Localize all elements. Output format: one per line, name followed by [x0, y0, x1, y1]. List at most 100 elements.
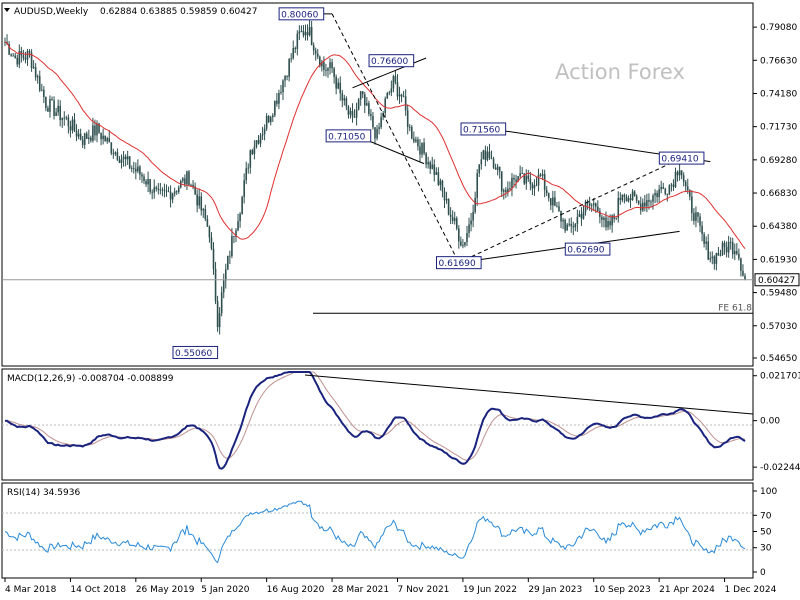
candle-body: [470, 220, 472, 225]
x-tick-label: 28 Mar 2021: [332, 585, 389, 595]
candle-body: [88, 137, 90, 139]
candle-body: [214, 268, 217, 302]
candle-body: [85, 133, 88, 139]
candle-body: [627, 198, 630, 202]
candle-body: [96, 123, 98, 136]
macd-y-tick-label: -0.022445: [760, 463, 800, 473]
candle-body: [114, 152, 117, 154]
candle-body: [34, 67, 37, 78]
candle-body: [177, 187, 180, 192]
candle-body: [515, 179, 517, 182]
candle-body: [243, 180, 245, 197]
price-level-box: [436, 256, 482, 270]
candle-body: [57, 105, 59, 113]
candle-body: [558, 206, 560, 212]
candle-body: [167, 191, 170, 193]
candle-body: [8, 44, 10, 55]
candle-body: [173, 191, 176, 194]
candle-body: [316, 53, 319, 57]
x-tick-label: 5 Jan 2020: [201, 585, 249, 595]
candle-body: [257, 140, 260, 144]
candle-body: [276, 100, 278, 104]
candle-body: [359, 91, 362, 100]
candle-body: [139, 166, 141, 175]
candle-body: [484, 150, 487, 160]
candle-body: [543, 174, 546, 190]
x-tick-label: 16 Aug 2020: [267, 585, 325, 595]
candle-body: [184, 178, 186, 185]
price-y-axis: 0.79080 0.76630 0.74180 0.71730 0.69280 0.668…: [753, 23, 797, 364]
candle-body: [374, 127, 376, 139]
candle-body: [282, 80, 284, 93]
candle-body: [370, 114, 372, 116]
candle-body: [323, 62, 325, 70]
candle-body: [439, 180, 442, 185]
candle-body: [552, 197, 554, 206]
candle-body: [464, 242, 466, 246]
price-y-tick-label: 0.59480: [760, 289, 797, 299]
candle-body: [684, 181, 687, 187]
candle-body: [633, 191, 636, 196]
candle-body: [715, 252, 718, 264]
candle-body: [615, 217, 618, 219]
candle-body: [92, 125, 94, 141]
candle-body: [247, 167, 250, 169]
candle-body: [116, 152, 119, 161]
candle-body: [703, 234, 705, 244]
candle-body: [564, 219, 566, 231]
candle-body: [216, 301, 219, 328]
candle-body: [658, 189, 660, 198]
candle-body: [580, 214, 583, 219]
candle-body: [513, 177, 515, 180]
candle-body: [304, 32, 307, 36]
candle-body: [227, 255, 229, 270]
candle-body: [421, 142, 423, 155]
candle-body: [222, 280, 225, 293]
candle-body: [476, 173, 479, 198]
candle-body: [147, 179, 149, 185]
candle-body: [308, 27, 311, 36]
candle-body: [545, 189, 548, 194]
candle-body: [410, 126, 413, 139]
candle-body: [259, 135, 262, 144]
x-tick-label: 19 Jun 2022: [463, 585, 517, 595]
candle-body: [635, 195, 638, 201]
candle-body: [458, 228, 460, 242]
price-y-tick-label: 0.61930: [760, 255, 797, 265]
candle-body: [292, 48, 295, 59]
candle-body: [325, 69, 327, 71]
candle-body: [341, 93, 344, 101]
candle-body: [220, 292, 223, 314]
candle-body: [10, 54, 12, 56]
candle-body: [14, 55, 17, 58]
candle-body: [652, 195, 654, 202]
candle-body: [441, 180, 444, 192]
candle-body: [629, 198, 632, 200]
candle-body: [79, 133, 82, 140]
candle-body: [26, 51, 29, 60]
candle-body: [186, 171, 188, 185]
candle-body: [202, 209, 205, 211]
candle-body: [680, 170, 683, 176]
candle-body: [59, 105, 61, 121]
candle-body: [419, 146, 421, 155]
candle-body: [188, 171, 190, 186]
candle-body: [723, 242, 726, 247]
candle-body: [245, 168, 248, 181]
symbol-dropdown-icon[interactable]: [4, 8, 10, 12]
candle-body: [738, 253, 740, 259]
candle-body: [210, 237, 213, 249]
candle-body: [237, 221, 239, 231]
candle-body: [415, 139, 417, 142]
macd-y-axis: 0.021701 0.00 -0.022445: [753, 372, 800, 473]
candle-body: [198, 196, 200, 206]
candle-body: [368, 103, 370, 115]
candle-body: [165, 190, 168, 192]
candle-body: [533, 185, 536, 189]
candle-body: [689, 190, 691, 197]
candle-body: [566, 224, 568, 231]
candle-body: [355, 109, 358, 118]
candle-body: [151, 191, 153, 193]
candle-body: [280, 92, 282, 93]
candle-body: [433, 164, 436, 175]
